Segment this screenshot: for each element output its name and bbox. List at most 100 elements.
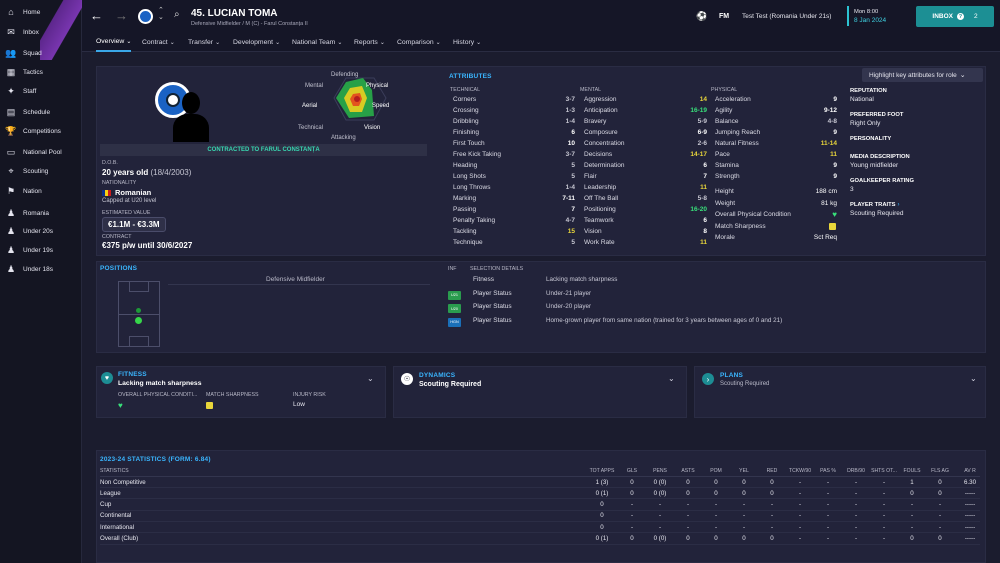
position-marker-dm[interactable] xyxy=(135,317,142,324)
stats-column-header[interactable]: PAS % xyxy=(820,468,836,474)
attribute-row[interactable]: Balance 4-8 xyxy=(715,116,837,127)
attribute-row[interactable]: Strength 9 xyxy=(715,171,837,182)
stats-column-header[interactable]: AV R xyxy=(964,468,976,474)
back-arrow-icon[interactable]: ← xyxy=(90,8,103,23)
stats-column-header[interactable]: FLS AG xyxy=(931,468,949,474)
attribute-row[interactable]: Positioning 16-20 xyxy=(584,204,707,215)
attribute-row[interactable]: Marking 7-11 xyxy=(453,193,575,204)
stats-row[interactable]: International 0- - - - - - - - - - - - ----- xyxy=(100,522,980,534)
stats-column-header[interactable]: TOT APPS xyxy=(589,468,615,474)
dynamics-title[interactable]: DYNAMICS xyxy=(419,372,456,379)
attribute-row[interactable]: Finishing 6 xyxy=(453,127,575,138)
stats-row[interactable]: Overall (Club) 0 (1) 0 0 (0) 0 0 0 0 - - - - 0 0 ----- xyxy=(100,534,980,545)
highlight-dropdown[interactable]: Highlight key attributes for role ⌄ xyxy=(862,68,983,82)
attribute-row[interactable]: Off The Ball 5-8 xyxy=(584,193,707,204)
attribute-row[interactable]: Flair 7 xyxy=(584,171,707,182)
attribute-row[interactable]: Penalty Taking 4-7 xyxy=(453,215,575,226)
tab-contract[interactable]: Contract ⌄ xyxy=(142,32,175,52)
stats-column-header[interactable]: ASTS xyxy=(681,468,695,474)
plans-expand-icon[interactable]: ⌄ xyxy=(970,374,977,383)
attribute-row[interactable]: Passing 7 xyxy=(453,204,575,215)
stats-column-header[interactable]: DRB/90 xyxy=(847,468,865,474)
fitness-title[interactable]: FITNESS xyxy=(118,371,147,378)
attribute-row[interactable]: Corners 3-7 xyxy=(453,94,575,105)
sidebar-item-scouting[interactable]: ⌖ Scouting xyxy=(6,164,48,178)
forward-arrow-icon[interactable]: → xyxy=(115,8,128,23)
stats-column-header[interactable]: FOULS xyxy=(903,468,921,474)
attribute-row[interactable]: Teamwork 6 xyxy=(584,215,707,226)
ball-icon[interactable]: ⚽ xyxy=(696,11,708,21)
nationality-value[interactable]: Romanian xyxy=(115,188,152,197)
switch-chevron-icon[interactable]: ⌃ ⌄ xyxy=(158,7,164,21)
attribute-row[interactable]: Leadership 11 xyxy=(584,182,707,193)
stats-column-header[interactable]: YEL xyxy=(739,468,749,474)
tab-overview[interactable]: Overview ⌄ xyxy=(96,32,132,52)
attribute-value: 3-7 xyxy=(565,96,575,103)
sidebar-item-under-18s[interactable]: ♟ Under 18s xyxy=(6,262,53,276)
attribute-row[interactable]: Decisions 14-17 xyxy=(584,149,707,160)
attribute-row[interactable]: Concentration 2-6 xyxy=(584,138,707,149)
attribute-row[interactable]: Anticipation 16-19 xyxy=(584,105,707,116)
stats-column-header[interactable]: TCKW/90 xyxy=(788,468,812,474)
position-marker-mc[interactable] xyxy=(136,308,141,313)
attribute-row[interactable]: Long Shots 5 xyxy=(453,171,575,182)
club-badge-icon[interactable] xyxy=(138,9,153,24)
sidebar-item-squad[interactable]: 👥 Squad xyxy=(5,46,41,60)
attribute-row[interactable]: Bravery 5-9 xyxy=(584,116,707,127)
attribute-row[interactable]: Aggression 14 xyxy=(584,94,707,105)
sidebar-item-nation[interactable]: ⚑ Nation xyxy=(6,184,42,198)
stats-column-header[interactable]: STATISTICS xyxy=(100,468,129,474)
tab-development[interactable]: Development ⌄ xyxy=(233,32,280,52)
inbox-button[interactable]: INBOX ? 2 xyxy=(916,6,994,27)
attribute-row[interactable]: Stamina 9 xyxy=(715,160,837,171)
stats-row[interactable]: Continental 0- - - - - - - - - - - - ----- xyxy=(100,511,980,522)
attribute-row[interactable]: First Touch 10 xyxy=(453,138,575,149)
attribute-row[interactable]: Vision 8 xyxy=(584,226,707,237)
tab-transfer[interactable]: Transfer ⌄ xyxy=(188,32,220,52)
sidebar-item-staff[interactable]: ✦ Staff xyxy=(6,84,36,98)
manager-name[interactable]: Test Test (Romania Under 21s) xyxy=(742,13,832,20)
attribute-row[interactable]: Technique 5 xyxy=(453,237,575,248)
tab-history[interactable]: History ⌄ xyxy=(453,32,481,52)
plans-title[interactable]: PLANS xyxy=(720,372,744,379)
sidebar-item-tactics[interactable]: ▦ Tactics xyxy=(6,65,43,79)
sidebar-item-romania[interactable]: ♟ Romania xyxy=(6,206,49,220)
attribute-row[interactable]: Free Kick Taking 3-7 xyxy=(453,149,575,160)
sidebar-item-competitions[interactable]: 🏆 Competitions xyxy=(5,124,61,138)
fm-logo[interactable]: FM xyxy=(719,13,730,20)
sidebar-item-under-20s[interactable]: ♟ Under 20s xyxy=(6,224,53,238)
attribute-row[interactable]: Agility 9-12 xyxy=(715,105,837,116)
attribute-row[interactable]: Pace 11 xyxy=(715,149,837,160)
attribute-row[interactable]: Work Rate 11 xyxy=(584,237,707,248)
sidebar-item-under-19s[interactable]: ♟ Under 19s xyxy=(6,243,53,257)
stats-column-header[interactable]: POM xyxy=(710,468,722,474)
sidebar-item-national-pool[interactable]: ▭ National Pool xyxy=(6,145,62,159)
sidebar-item-inbox[interactable]: ✉ Inbox xyxy=(6,25,39,39)
stats-row[interactable]: Cup 0- - - - - - - - - - - - ----- xyxy=(100,500,980,511)
attribute-row[interactable]: Composure 6-9 xyxy=(584,127,707,138)
attribute-row[interactable]: Acceleration 9 xyxy=(715,94,837,105)
stats-row[interactable]: Non Competitive 1 (3) 0 0 (0) 0 0 0 0 - - - - 1 0 6.30 xyxy=(100,477,980,488)
attribute-row[interactable]: Crossing 1-3 xyxy=(453,105,575,116)
attribute-row[interactable]: Tackling 15 xyxy=(453,226,575,237)
tab-national-team[interactable]: National Team ⌄ xyxy=(292,32,342,52)
attribute-row[interactable]: Dribbling 1-4 xyxy=(453,116,575,127)
stats-row[interactable]: League 0 (1) 0 0 (0) 0 0 0 0 - - - - 0 0 ----- xyxy=(100,488,980,500)
stats-column-header[interactable]: SHTS OT... xyxy=(871,468,897,474)
stats-column-header[interactable]: GLS xyxy=(626,468,638,474)
dynamics-expand-icon[interactable]: ⌄ xyxy=(668,374,675,383)
attribute-row[interactable]: Heading 5 xyxy=(453,160,575,171)
tab-reports[interactable]: Reports ⌄ xyxy=(354,32,385,52)
traits-header[interactable]: PLAYER TRAITS › xyxy=(850,202,980,208)
fitness-expand-icon[interactable]: ⌄ xyxy=(367,374,374,383)
sidebar-item-schedule[interactable]: ▤ Schedule xyxy=(6,105,50,119)
attribute-row[interactable]: Natural Fitness 11-14 xyxy=(715,138,837,149)
attribute-row[interactable]: Determination 6 xyxy=(584,160,707,171)
attribute-row[interactable]: Jumping Reach 9 xyxy=(715,127,837,138)
stats-column-header[interactable]: RED xyxy=(766,468,778,474)
search-icon[interactable]: ⌕ xyxy=(174,9,180,20)
attribute-row[interactable]: Long Throws 1-4 xyxy=(453,182,575,193)
sidebar-item-home[interactable]: ⌂ Home xyxy=(6,5,40,19)
tab-comparison[interactable]: Comparison ⌄ xyxy=(397,32,441,52)
stats-column-header[interactable]: PENS xyxy=(653,468,667,474)
